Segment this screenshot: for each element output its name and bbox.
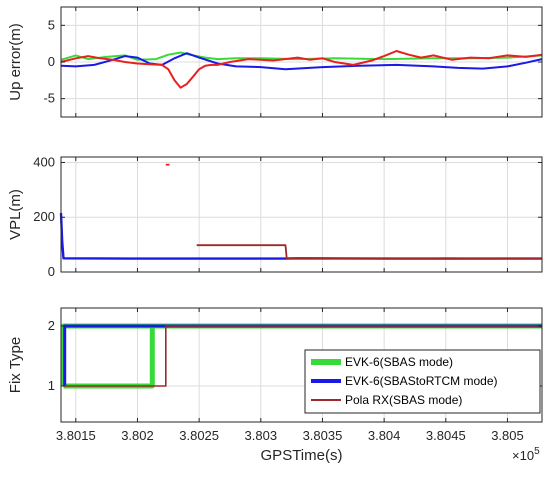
y-axis-label: Fix Type — [7, 337, 24, 393]
series-line — [63, 325, 542, 387]
axes-box — [60, 307, 543, 423]
x-tick-label: 3.8035 — [303, 428, 343, 443]
panel-fix-type: 1 2 3.8015 3.802 3.8025 3.803 3.8035 3.804 3.804… — [7, 307, 543, 464]
plot-area — [61, 157, 542, 272]
x-tick-label: 3.803 — [245, 428, 278, 443]
series-line — [196, 244, 542, 260]
x-axis-exponent-power: 5 — [534, 446, 540, 457]
x-tick-label: 3.8025 — [179, 428, 219, 443]
y-tick-label: -5 — [43, 91, 55, 106]
y-axis-label: VPL(m) — [7, 189, 24, 240]
axes-box — [60, 156, 543, 273]
legend-box — [304, 349, 541, 414]
series-line — [60, 51, 543, 61]
y-tick-label: 5 — [48, 17, 55, 32]
legend-label: Pola RX(SBAS mode) — [345, 393, 462, 407]
y-axis-label: Up error(m) — [7, 23, 24, 101]
y-tick-label: 0 — [48, 264, 55, 279]
x-tick-label: 3.804 — [368, 428, 401, 443]
x-tick-label: 3.8015 — [56, 428, 96, 443]
x-axis-label: GPSTime(s) — [261, 447, 343, 464]
x-tick-label: 3.805 — [491, 428, 524, 443]
y-tick-label: 1 — [48, 378, 55, 393]
y-tick-label: 400 — [33, 154, 55, 169]
x-tick-label: 3.802 — [121, 428, 154, 443]
series-line — [60, 50, 543, 89]
legend-label: EVK-6(SBAStoRTCM mode) — [345, 374, 498, 388]
series-line — [60, 52, 543, 71]
y-tick-label: 2 — [48, 318, 55, 333]
panel-vpl: 0 200 400 VPL(m) — [7, 154, 543, 279]
y-tick-label: 200 — [33, 209, 55, 224]
x-tick-label: 3.8045 — [426, 428, 466, 443]
legend-label: EVK-6(SBAS mode) — [345, 355, 453, 369]
x-axis-exponent: ×105 — [512, 446, 540, 463]
y-tick-label: 0 — [48, 54, 55, 69]
panel-up-error: -5 0 5 Up error(m) — [7, 6, 543, 118]
